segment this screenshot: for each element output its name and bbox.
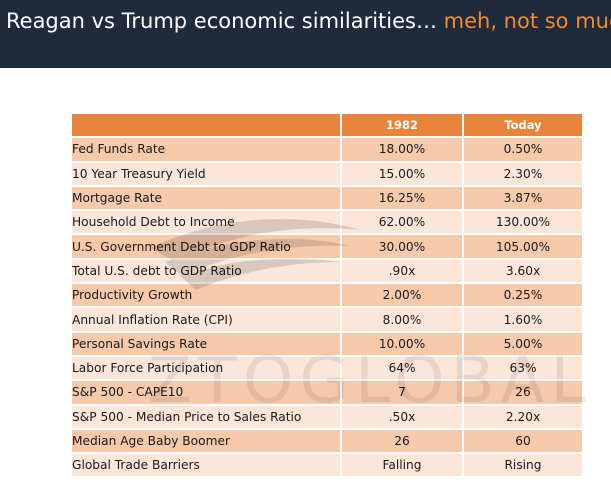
value-today: 0.25% — [464, 284, 582, 307]
table-header-row: 1982 Today — [72, 114, 582, 137]
table-row: Total U.S. debt to GDP Ratio .90x 3.60x — [72, 259, 582, 283]
table-row: S&P 500 - CAPE10 7 26 — [72, 381, 582, 404]
title-bar: Reagan vs Trump economic similarities… m… — [0, 0, 611, 68]
table-row: Personal Savings Rate 10.00% 5.00% — [72, 332, 582, 355]
table-body: Fed Funds Rate 18.00% 0.50% 10 Year Treasur… — [72, 138, 582, 477]
value-1982: 16.25% — [342, 186, 462, 210]
value-today: 26 — [464, 381, 582, 404]
value-today: 2.30% — [464, 162, 582, 185]
value-1982: 18.00% — [342, 138, 462, 161]
row-label: Global Trade Barriers — [72, 454, 340, 477]
row-label: Annual Inflation Rate (CPI) — [72, 308, 340, 331]
value-today: 5.00% — [464, 332, 582, 355]
comparison-table: 1982 Today Fed Funds Rate 18.00% 0.50% 10 Y… — [72, 112, 582, 478]
value-today: 3.60x — [464, 259, 582, 283]
row-label: Labor Force Participation — [72, 356, 340, 380]
value-1982: .50x — [342, 405, 462, 428]
table-row: Mortgage Rate 16.25% 3.87% — [72, 186, 582, 210]
table-row: Productivity Growth 2.00% 0.25% — [72, 284, 582, 307]
row-label: Median Age Baby Boomer — [72, 429, 340, 453]
row-label: Productivity Growth — [72, 284, 340, 307]
value-1982: Falling — [342, 454, 462, 477]
value-1982: 64% — [342, 356, 462, 380]
row-label: 10 Year Treasury Yield — [72, 162, 340, 185]
value-today: Rising — [464, 454, 582, 477]
table-row: Household Debt to Income 62.00% 130.00% — [72, 211, 582, 234]
table-row: Global Trade Barriers Falling Rising — [72, 454, 582, 477]
value-1982: .90x — [342, 259, 462, 283]
row-label: Total U.S. debt to GDP Ratio — [72, 259, 340, 283]
title-main: Reagan vs Trump economic similarities… — [6, 9, 444, 33]
header-cell-today: Today — [464, 114, 582, 137]
table-row: S&P 500 - Median Price to Sales Ratio .50… — [72, 405, 582, 428]
value-1982: 30.00% — [342, 235, 462, 258]
value-1982: 7 — [342, 381, 462, 404]
value-today: 130.00% — [464, 211, 582, 234]
table-row: Median Age Baby Boomer 26 60 — [72, 429, 582, 453]
table-row: Fed Funds Rate 18.00% 0.50% — [72, 138, 582, 161]
value-1982: 62.00% — [342, 211, 462, 234]
value-1982: 8.00% — [342, 308, 462, 331]
value-today: 1.60% — [464, 308, 582, 331]
slide-title: Reagan vs Trump economic similarities… m… — [6, 8, 611, 34]
value-1982: 15.00% — [342, 162, 462, 185]
header-cell-1982: 1982 — [342, 114, 462, 137]
header-cell-label — [72, 114, 340, 137]
row-label: Mortgage Rate — [72, 186, 340, 210]
row-label: S&P 500 - CAPE10 — [72, 381, 340, 404]
row-label: Personal Savings Rate — [72, 332, 340, 355]
title-accent: meh, not so much. — [443, 9, 611, 33]
value-today: 63% — [464, 356, 582, 380]
value-today: 3.87% — [464, 186, 582, 210]
value-1982: 26 — [342, 429, 462, 453]
table-row: 10 Year Treasury Yield 15.00% 2.30% — [72, 162, 582, 185]
row-label: Fed Funds Rate — [72, 138, 340, 161]
table-row: Annual Inflation Rate (CPI) 8.00% 1.60% — [72, 308, 582, 331]
row-label: S&P 500 - Median Price to Sales Ratio — [72, 405, 340, 428]
value-today: 60 — [464, 429, 582, 453]
value-today: 0.50% — [464, 138, 582, 161]
table-row: U.S. Government Debt to GDP Ratio 30.00% 1… — [72, 235, 582, 258]
value-today: 105.00% — [464, 235, 582, 258]
value-1982: 2.00% — [342, 284, 462, 307]
value-today: 2.20x — [464, 405, 582, 428]
value-1982: 10.00% — [342, 332, 462, 355]
row-label: U.S. Government Debt to GDP Ratio — [72, 235, 340, 258]
row-label: Household Debt to Income — [72, 211, 340, 234]
table-row: Labor Force Participation 64% 63% — [72, 356, 582, 380]
